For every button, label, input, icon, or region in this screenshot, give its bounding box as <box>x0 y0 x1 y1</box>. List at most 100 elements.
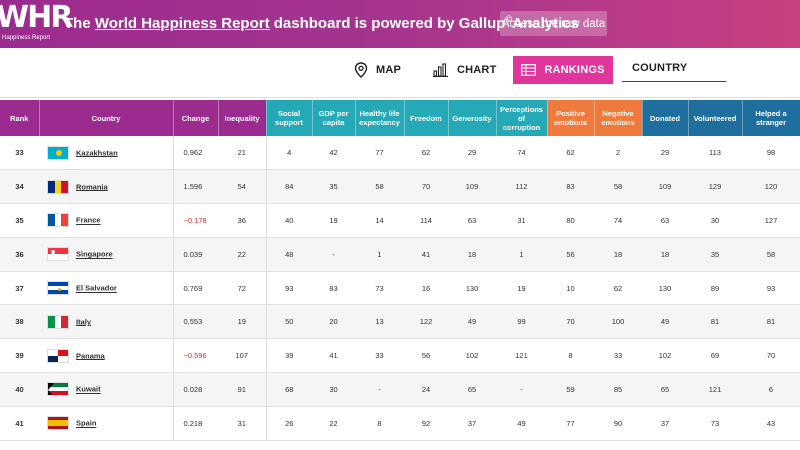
country-link[interactable]: Kazakhstan <box>76 148 118 158</box>
cell-negative: 100 <box>594 304 642 340</box>
col-gdp[interactable]: GDP per capita <box>312 100 356 136</box>
cell-country: Italy <box>39 304 173 340</box>
cell-helped: 43 <box>742 406 800 441</box>
table-icon <box>521 64 537 76</box>
cell-generosity: 63 <box>448 203 496 238</box>
cell-rank: 39 <box>0 338 39 374</box>
cell-corruption: 74 <box>496 136 547 171</box>
cell-rank: 34 <box>0 169 39 205</box>
cell-helped: 127 <box>742 203 800 238</box>
country-link[interactable]: France <box>76 215 101 225</box>
cell-corruption: 19 <box>496 271 547 306</box>
nav-country-label: COUNTRY <box>632 61 688 74</box>
cell-helped: 58 <box>742 237 800 272</box>
cell-inequality: 31 <box>218 406 267 441</box>
cell-volunteered: 30 <box>688 203 742 238</box>
cell-country: Romania <box>39 169 173 205</box>
cell-generosity: 102 <box>448 338 496 374</box>
logo-subtitle: Happiness Report <box>2 35 51 41</box>
spain-flag <box>47 416 69 431</box>
country-link[interactable]: Italy <box>76 317 92 327</box>
cell-freedom: 114 <box>404 203 448 238</box>
col-helped[interactable]: Helped a stranger <box>742 100 800 136</box>
cell-inequality: 22 <box>218 237 267 272</box>
country-link[interactable]: Panama <box>76 351 105 361</box>
col-social-support[interactable]: Social support <box>266 100 313 136</box>
cell-corruption: 1 <box>496 237 547 272</box>
france-flag <box>47 213 69 228</box>
kuwait-flag <box>47 382 69 397</box>
nav-country-select[interactable]: COUNTRY <box>622 54 726 82</box>
top-banner: WHR Happiness Report The World Happiness… <box>0 0 800 48</box>
whr-logo[interactable]: WHR Happiness Report <box>0 2 73 44</box>
singapore-flag <box>47 247 69 262</box>
cell-positive: 59 <box>547 372 594 407</box>
nav-map[interactable]: MAP <box>354 56 401 84</box>
access-raw-data-button[interactable]: Access the raw data <box>500 11 607 36</box>
cell-volunteered: 81 <box>688 304 742 340</box>
col-rank[interactable]: Rank <box>0 100 40 136</box>
cell-change: 1.596 <box>172 169 218 205</box>
cell-helped: 70 <box>742 338 800 374</box>
cell-health: - <box>355 372 404 407</box>
col-negative[interactable]: Negative emotions <box>594 100 643 136</box>
cell-freedom: 56 <box>404 338 448 374</box>
country-link[interactable]: Spain <box>76 418 97 428</box>
col-positive[interactable]: Positive emotions <box>547 100 595 136</box>
col-health[interactable]: Healthy life expectancy <box>355 100 405 136</box>
cell-negative: 2 <box>594 136 642 171</box>
cell-country: Spain <box>39 406 173 441</box>
logo-mark: WHR <box>0 0 73 35</box>
cell-rank: 35 <box>0 203 39 238</box>
view-navbar: MAP CHART RANKINGS COUNTRY <box>0 48 800 98</box>
cell-social: 84 <box>266 169 312 205</box>
country-link[interactable]: Kuwait <box>76 384 101 394</box>
cell-rank: 40 <box>0 372 39 407</box>
cell-inequality: 19 <box>218 304 267 340</box>
cell-generosity: 49 <box>448 304 496 340</box>
table-row[interactable]: 40 Kuwait 0.028 91 68 30-24 65-59 85 65 121 6 <box>0 372 800 407</box>
col-freedom[interactable]: Freedom <box>404 100 449 136</box>
cell-volunteered: 113 <box>688 136 742 171</box>
table-row[interactable]: 34 Romania 1.596 54 84 35 58 70 109 112 83 58 109 129… <box>0 169 800 205</box>
table-row[interactable]: 38 Italy 0.553 19 50 20 13 122 49 99 70 100 49 81 81 <box>0 304 800 340</box>
table-row[interactable]: 39 Panama −0.596 107 39 41 33 56 102 121 8 33 102 69 7… <box>0 338 800 374</box>
col-corruption[interactable]: Perceptions of corruption <box>496 100 548 136</box>
cell-health: 58 <box>355 169 404 205</box>
col-generosity[interactable]: Generosity <box>448 100 497 136</box>
table-row[interactable]: 33 Kazakhstan 0.962 21 4 42 77 62 29 74 62 2 29 113 98 <box>0 136 800 171</box>
el-salvador-flag <box>47 281 69 296</box>
col-change[interactable]: Change <box>173 100 219 136</box>
whr-link[interactable]: World Happiness Report <box>94 15 270 32</box>
map-pin-icon <box>354 62 368 78</box>
cell-generosity: 18 <box>448 237 496 272</box>
cell-gdp: 22 <box>312 406 355 441</box>
country-link[interactable]: Singapore <box>76 249 113 259</box>
copyright-mark: © <box>505 14 513 24</box>
cell-health: 77 <box>355 136 404 171</box>
country-link[interactable]: Romania <box>76 182 108 192</box>
cell-donated: 49 <box>642 304 688 340</box>
col-inequality[interactable]: Inequality <box>218 100 267 136</box>
table-row[interactable]: 41 Spain 0.218 31 26 22 8 92 37 49 77 90 37 73 43 <box>0 406 800 441</box>
cell-country: France <box>39 203 173 238</box>
table-row[interactable]: 37 El Salvador 0.769 72 93 83 73 16 130 19 10 62 130… <box>0 271 800 306</box>
table-row[interactable]: 36 Singapore 0.039 22 48-1 41 18 1 56 18 18 35 58 <box>0 237 800 272</box>
cell-donated: 130 <box>642 271 688 306</box>
cell-rank: 41 <box>0 406 39 441</box>
col-volunteered[interactable]: Volunteered <box>688 100 743 136</box>
col-country[interactable]: Country <box>39 100 174 136</box>
nav-rankings[interactable]: RANKINGS <box>513 56 613 84</box>
cell-negative: 85 <box>594 372 642 407</box>
cell-volunteered: 89 <box>688 271 742 306</box>
country-link[interactable]: El Salvador <box>76 283 117 293</box>
nav-chart[interactable]: CHART <box>433 56 497 84</box>
col-donated[interactable]: Donated <box>642 100 689 136</box>
cell-gdp: 19 <box>312 203 355 238</box>
cell-country: El Salvador <box>39 271 173 306</box>
table-row[interactable]: 35 France −0.178 36 40 19 14 114 63 31 80 74 63 30 127 <box>0 203 800 238</box>
cell-negative: 58 <box>594 169 642 205</box>
cell-positive: 10 <box>547 271 594 306</box>
cell-helped: 93 <box>742 271 800 306</box>
banner-text-pre: The <box>64 15 95 32</box>
